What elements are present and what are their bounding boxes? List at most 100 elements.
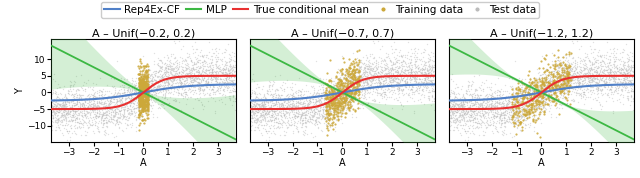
Point [322,72,332,75]
Point [187,81,197,84]
Point [507,93,517,96]
Point [426,72,436,75]
Point [333,104,344,107]
Point [228,87,238,90]
Point [405,77,415,80]
Point [585,72,595,75]
Point [312,106,322,109]
Point [344,80,354,82]
Point [527,91,537,94]
Point [255,106,265,109]
Point [214,83,224,86]
Point [424,59,434,62]
Point [408,85,419,88]
Point [349,65,359,68]
Point [323,117,333,119]
Point [333,105,344,108]
Point [156,87,166,90]
Point [413,81,423,84]
Point [143,92,153,95]
Point [396,69,406,72]
Point [111,120,122,123]
Point [337,107,347,110]
Point [366,78,376,81]
Point [609,58,619,61]
Point [47,93,58,96]
Point [96,94,106,97]
Point [130,111,140,114]
Point [320,104,330,107]
Point [471,104,481,107]
Point [256,104,266,107]
Point [491,116,501,119]
Point [86,93,97,95]
Point [107,132,117,135]
Point [544,90,554,93]
Point [223,72,234,75]
Point [534,90,545,93]
Point [533,116,543,119]
Point [623,63,634,66]
Point [506,111,516,114]
Point [293,88,303,91]
Point [520,87,531,90]
Point [159,73,170,76]
Point [349,61,359,64]
Point [265,80,275,83]
Point [110,112,120,115]
Point [451,120,461,123]
Point [361,97,371,100]
Point [188,93,198,96]
Point [572,66,582,69]
Point [278,88,289,91]
Point [67,110,77,113]
Point [563,91,573,94]
Point [189,78,200,81]
Point [303,114,314,117]
Point [367,78,377,81]
Point [426,81,436,84]
Point [420,61,431,64]
Point [50,120,60,122]
Point [328,91,338,94]
Point [298,119,308,122]
Point [544,83,554,86]
Point [154,68,164,71]
Point [369,73,380,76]
Point [416,94,426,97]
Point [335,78,346,81]
Point [110,110,120,113]
Point [267,93,277,96]
Point [351,85,361,87]
Point [365,65,376,67]
Point [364,70,374,73]
Point [569,78,579,81]
Point [269,118,279,121]
Point [541,92,551,95]
Point [90,114,100,117]
Point [290,106,300,109]
Point [489,96,499,99]
Point [198,108,208,110]
Point [509,122,520,125]
Point [554,58,564,61]
Point [399,80,409,83]
Point [554,85,564,87]
Point [263,93,273,96]
Point [329,90,339,92]
Point [362,67,372,70]
Point [189,68,200,70]
Point [511,95,522,98]
Point [156,58,166,61]
Point [390,96,401,99]
Point [326,91,336,94]
Point [140,85,150,88]
Point [136,100,147,103]
Point [315,98,325,101]
Point [463,85,474,88]
Point [309,88,319,91]
Point [560,62,570,65]
Point [328,92,339,95]
Point [489,114,499,117]
Point [393,72,403,75]
